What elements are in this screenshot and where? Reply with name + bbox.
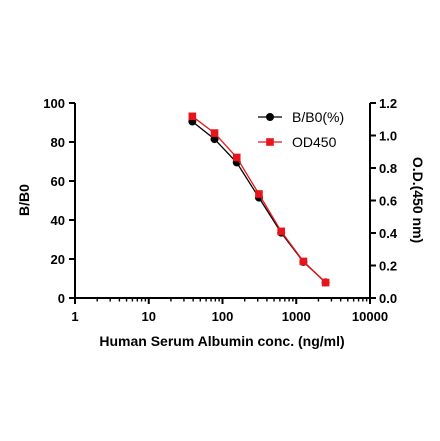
series-2-point — [321, 278, 330, 287]
legend-label: B/B0(%) — [292, 109, 344, 125]
x-axis-title: Human Serum Albumin conc. (ng/ml) — [99, 333, 344, 349]
y2-tick-label: 1.0 — [379, 129, 397, 144]
y-tick-label: 60 — [51, 174, 65, 189]
y2-tick-label: 0.8 — [379, 161, 397, 176]
y2-tick-label: 0.6 — [379, 194, 397, 209]
y-tick-label: 100 — [43, 96, 65, 111]
series-2-point — [299, 257, 308, 266]
y-tick-label: 0 — [58, 291, 65, 306]
y2-axis-title: O.D.(450 nm) — [410, 157, 426, 243]
axes-layer: 1 10 100 1000 10000 0 20 40 60 80 100 0.0 0.2 0.4 0.6 0… — [43, 96, 398, 324]
legend-label: OD450 — [292, 134, 337, 150]
y-tick-label: 80 — [51, 135, 65, 150]
y-axis-title: B/B0 — [16, 184, 32, 216]
series-2-point — [277, 227, 285, 236]
y2-tick-label: 0.0 — [379, 291, 397, 306]
legend-marker — [266, 138, 274, 146]
y-tick-label: 20 — [51, 252, 65, 267]
y-tick-label: 40 — [51, 213, 65, 228]
x-tick-label: 1 — [71, 309, 78, 324]
series-2-point — [255, 190, 263, 198]
y2-tick-label: 0.4 — [379, 226, 398, 241]
series-1-point — [210, 135, 219, 144]
legend-layer: B/B0(%) OD450 — [258, 109, 344, 150]
series-2-point — [232, 153, 241, 162]
legend-marker — [266, 113, 274, 121]
x-tick-label: 100 — [212, 309, 234, 324]
y2-tick-label: 0.2 — [379, 259, 397, 274]
series-layer — [188, 112, 330, 287]
y2-tick-label: 1.2 — [379, 96, 397, 111]
series-2-point — [210, 129, 219, 137]
x-tick-label: 10 — [142, 309, 156, 324]
x-tick-label: 1000 — [282, 309, 311, 324]
series-2-point — [188, 112, 197, 121]
x-tick-label: 10000 — [352, 309, 388, 324]
